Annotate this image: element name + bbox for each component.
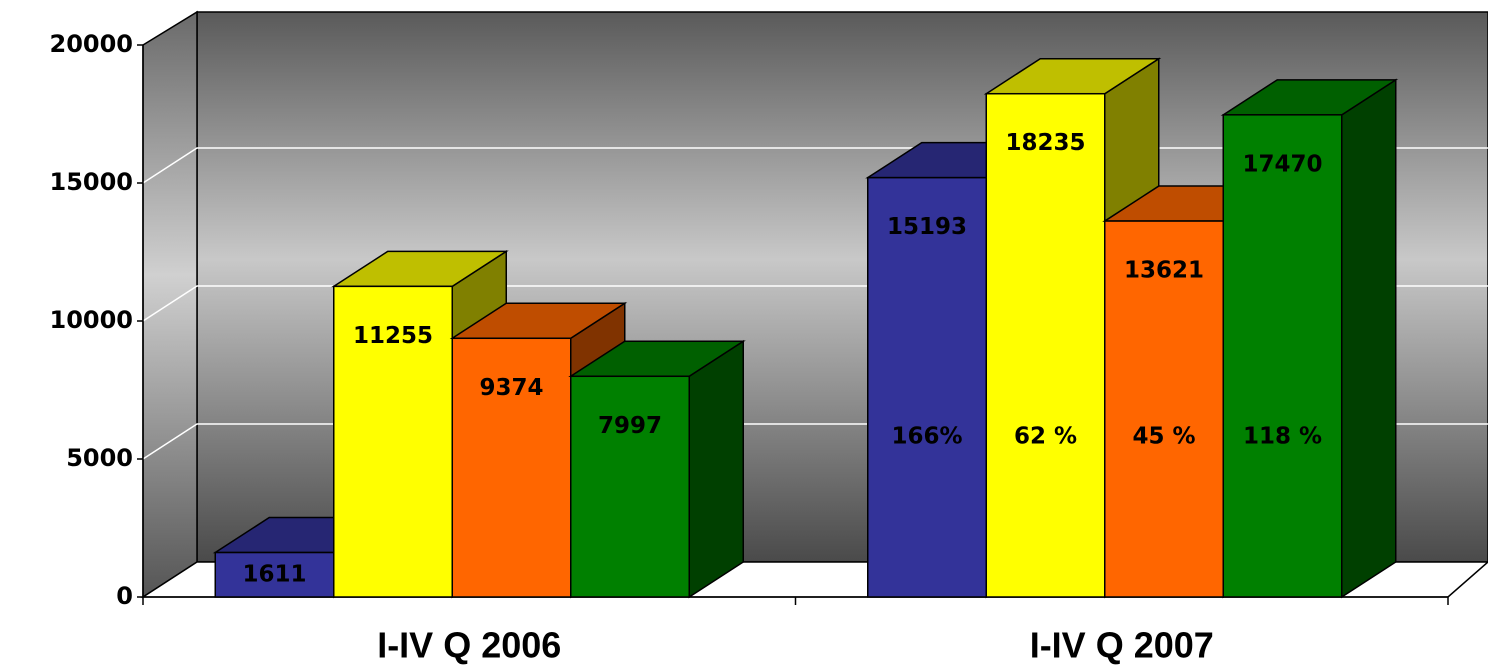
- change-label: 166%: [891, 424, 962, 450]
- data-label: 7997: [598, 413, 662, 439]
- x-tick-label: I-IV Q 2007: [1030, 625, 1214, 666]
- bar: [451, 337, 572, 598]
- bar-side: [1341, 78, 1397, 599]
- change-label: 118 %: [1243, 424, 1322, 450]
- bar: [1222, 114, 1343, 598]
- bar: [214, 551, 335, 598]
- data-label: 13621: [1124, 258, 1204, 284]
- data-label: 18235: [1005, 130, 1085, 156]
- y-tick-label: 15000: [50, 168, 134, 196]
- data-label: 9374: [479, 375, 543, 401]
- bar: [570, 375, 690, 598]
- x-tick-label: I-IV Q 2006: [377, 625, 561, 666]
- y-tick-label: 5000: [66, 444, 133, 472]
- y-tick-label: 0: [116, 582, 133, 610]
- change-label: 45 %: [1132, 424, 1195, 450]
- data-label: 15193: [887, 214, 967, 240]
- change-label: 62 %: [1014, 424, 1077, 450]
- data-label: 1611: [242, 561, 306, 587]
- bar-side: [688, 339, 744, 599]
- bar: [333, 285, 453, 598]
- y-tick-label: 10000: [50, 306, 134, 334]
- y-tick-label: 20000: [50, 30, 134, 58]
- bar: [985, 92, 1106, 598]
- data-label: 11255: [353, 323, 433, 349]
- bar: [867, 176, 987, 598]
- data-label: 17470: [1242, 151, 1322, 177]
- bar: [1104, 220, 1224, 598]
